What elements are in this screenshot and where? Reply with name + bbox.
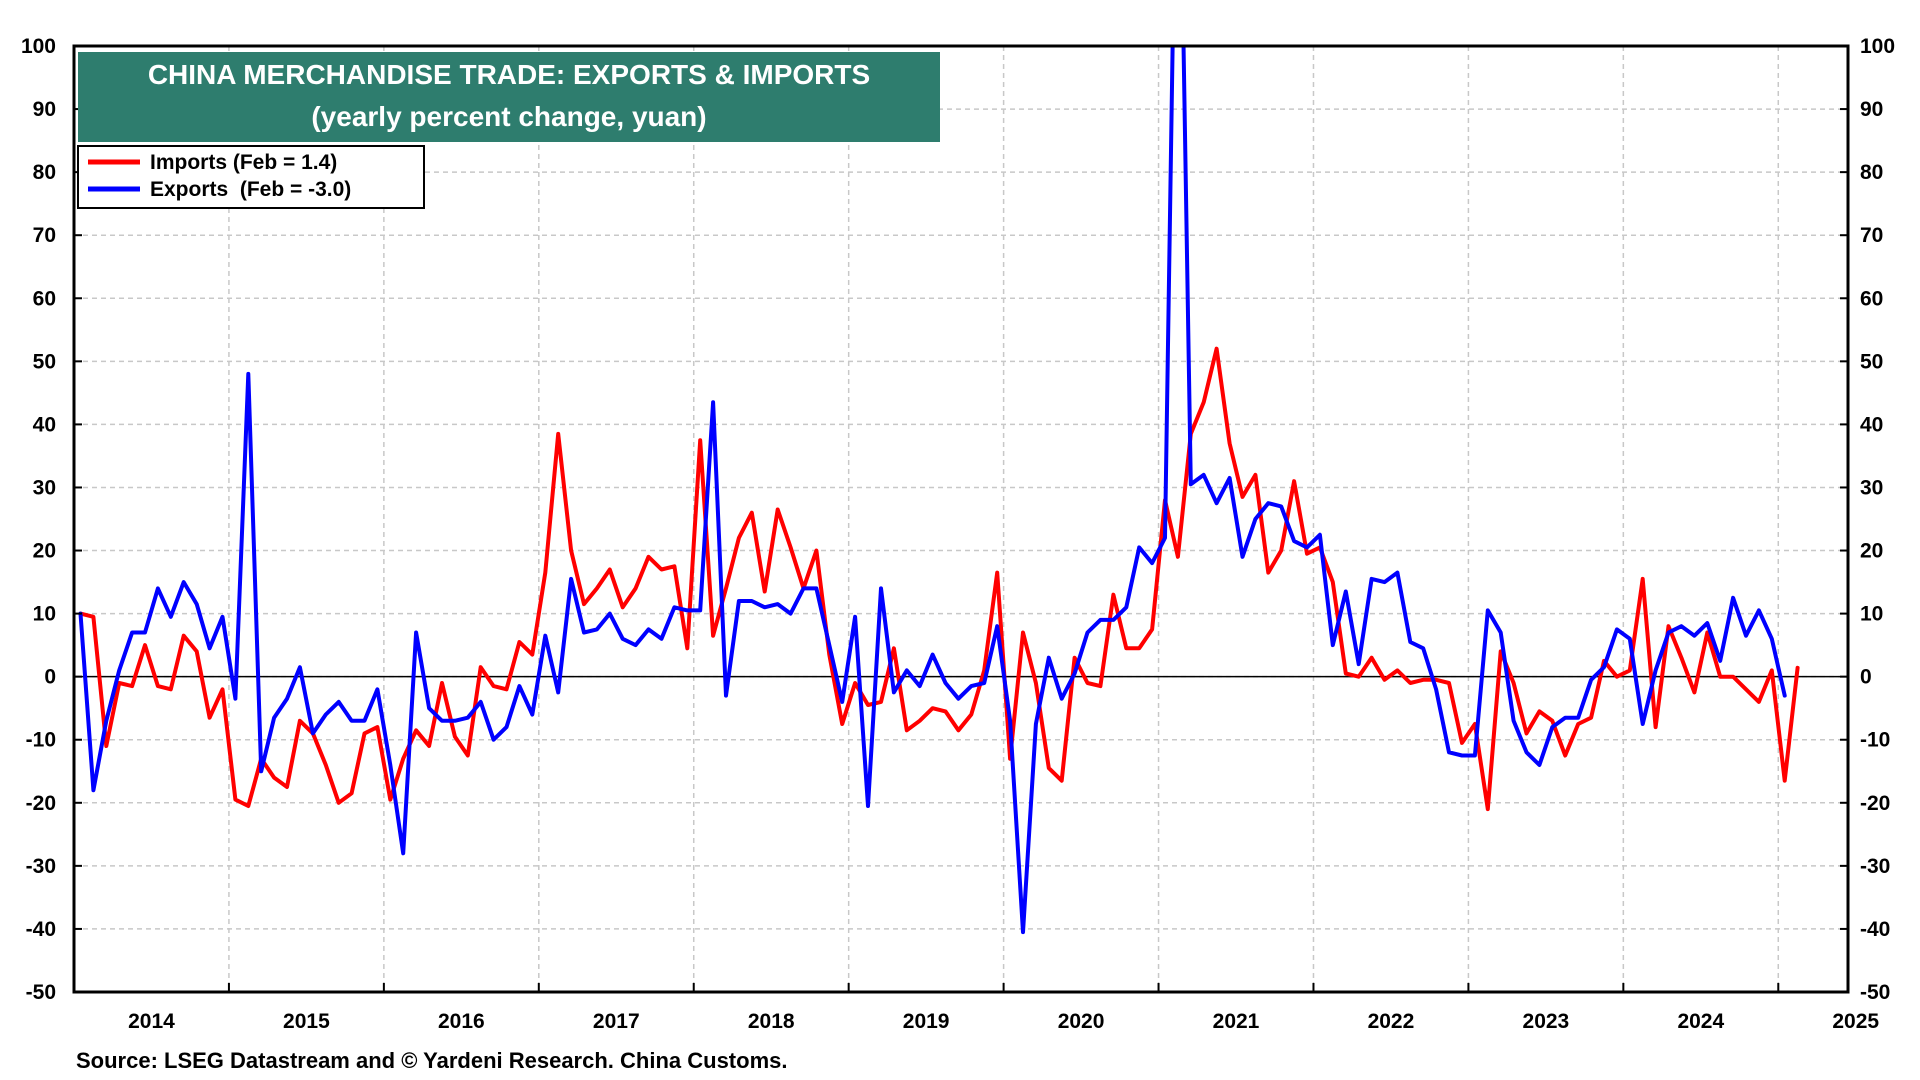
x-tick-label: 2021 (1213, 1010, 1260, 1033)
x-tick-label: 2014 (128, 1010, 175, 1033)
x-tick-label: 2024 (1677, 1010, 1724, 1033)
exports-series-line (78, 46, 1787, 935)
x-tick-label: 2025 (1832, 1010, 1879, 1033)
legend-label-exports: Exports (Feb = -3.0) (150, 178, 351, 201)
x-tick-label: 2017 (593, 1010, 640, 1033)
y-tick-label-right: 90 (1860, 98, 1883, 121)
y-tick-label-right: -50 (1860, 981, 1890, 1004)
title-background (78, 52, 940, 142)
y-tick-label-right: -10 (1860, 729, 1890, 752)
y-tick-label-right: 20 (1860, 540, 1883, 563)
y-tick-label-left: -20 (26, 792, 56, 815)
y-tick-label-left: -50 (26, 981, 56, 1004)
y-tick-label-left: 100 (21, 35, 56, 58)
y-tick-label-right: 50 (1860, 350, 1883, 373)
y-tick-label-left: 20 (33, 540, 56, 563)
y-tick-label-right: 100 (1860, 35, 1895, 58)
series-lines (78, 46, 1800, 935)
y-tick-label-right: -40 (1860, 918, 1890, 941)
y-tick-label-left: 0 (44, 666, 56, 689)
y-tick-label-left: -10 (26, 729, 56, 752)
y-tick-label-left: -30 (26, 855, 56, 878)
x-tick-label: 2019 (903, 1010, 950, 1033)
y-tick-label-right: 10 (1860, 603, 1883, 626)
y-tick-label-right: 70 (1860, 224, 1883, 247)
y-tick-label-left: 80 (33, 161, 56, 184)
y-tick-label-right: 80 (1860, 161, 1883, 184)
y-tick-label-right: 0 (1860, 666, 1872, 689)
x-axis: 2014 2015 2016 2017 2018 2019 2020 2021 2022 2023… (128, 983, 1879, 1033)
x-tick-label: 2016 (438, 1010, 485, 1033)
legend: Imports (Feb = 1.4) Exports (Feb = -3.0) (77, 145, 425, 209)
x-tick-label: 2018 (748, 1010, 795, 1033)
y-tick-label-left: 10 (33, 603, 56, 626)
x-tick-label: 2023 (1523, 1010, 1570, 1033)
imports-series-line (78, 346, 1800, 812)
x-tick-label: 2015 (283, 1010, 330, 1033)
title-box: CHINA MERCHANDISE TRADE: EXPORTS & IMPOR… (78, 52, 940, 142)
legend-label-imports: Imports (Feb = 1.4) (150, 151, 337, 174)
chart-title: CHINA MERCHANDISE TRADE: EXPORTS & IMPOR… (148, 59, 870, 90)
y-tick-label-left: 50 (33, 350, 56, 373)
x-tick-label: 2022 (1368, 1010, 1415, 1033)
y-tick-label-right: 30 (1860, 476, 1883, 499)
plot-frame (72, 44, 1850, 994)
source-note: Source: LSEG Datastream and © Yardeni Re… (76, 1048, 787, 1073)
y-tick-label-left: 60 (33, 287, 56, 310)
y-tick-label-right: 40 (1860, 413, 1883, 436)
x-tick-label: 2020 (1058, 1010, 1105, 1033)
chart-subtitle: (yearly percent change, yuan) (311, 101, 706, 132)
y-tick-label-right: -20 (1860, 792, 1890, 815)
y-tick-label-left: 70 (33, 224, 56, 247)
y-tick-label-left: 90 (33, 98, 56, 121)
y-tick-label-left: 40 (33, 413, 56, 436)
y-tick-label-left: -40 (26, 918, 56, 941)
y-tick-label-left: 30 (33, 476, 56, 499)
y-tick-label-right: 60 (1860, 287, 1883, 310)
y-tick-label-right: -30 (1860, 855, 1890, 878)
legend-box (77, 145, 425, 209)
